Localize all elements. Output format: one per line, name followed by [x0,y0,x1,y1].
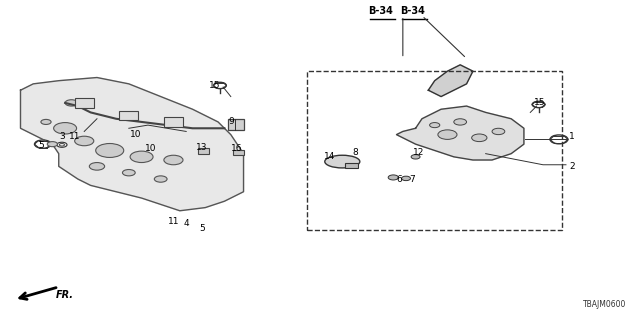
Circle shape [54,123,77,134]
Circle shape [65,100,78,106]
Circle shape [130,151,153,163]
Text: 11: 11 [168,217,179,226]
Circle shape [472,134,487,142]
Text: 16: 16 [232,144,243,153]
Circle shape [96,143,124,157]
Text: 6: 6 [397,174,403,184]
Text: 1: 1 [569,132,575,141]
Circle shape [154,176,167,182]
Circle shape [41,119,51,124]
Text: 15: 15 [534,99,545,108]
Text: B-34: B-34 [368,6,393,16]
Circle shape [411,155,420,159]
Circle shape [492,128,505,135]
Circle shape [122,170,135,176]
Bar [228,119,244,130]
Circle shape [47,142,58,147]
Text: 7: 7 [410,174,415,184]
Circle shape [75,136,94,146]
Text: 3: 3 [59,132,65,141]
Text: 10: 10 [129,130,141,139]
Text: 5: 5 [38,141,44,150]
Polygon shape [428,65,473,97]
Text: 10: 10 [145,144,157,153]
Text: 9: 9 [228,117,234,126]
Text: 5: 5 [199,224,205,233]
Bar [198,148,209,154]
Circle shape [438,130,457,140]
Bar [119,111,138,120]
Text: 4: 4 [184,219,189,228]
Circle shape [454,119,467,125]
Ellipse shape [324,155,360,168]
Polygon shape [396,106,524,160]
Bar [307,71,562,230]
Text: 13: 13 [196,143,208,152]
Text: TBAJM0600: TBAJM0600 [582,300,626,309]
Circle shape [388,175,398,180]
Bar [164,117,183,127]
Text: 8: 8 [352,148,358,156]
Text: 12: 12 [413,148,424,156]
Polygon shape [20,77,244,211]
Text: 15: 15 [209,81,221,90]
Text: 11: 11 [69,132,81,141]
Bar [233,149,244,155]
Text: FR.: FR. [56,290,74,300]
Circle shape [429,123,440,128]
Circle shape [401,176,410,180]
Bar [75,98,94,108]
Circle shape [164,155,183,165]
Text: 14: 14 [324,152,335,161]
Circle shape [90,163,104,170]
Text: B-34: B-34 [400,6,425,16]
Text: 2: 2 [569,162,575,171]
Bar [346,163,358,168]
